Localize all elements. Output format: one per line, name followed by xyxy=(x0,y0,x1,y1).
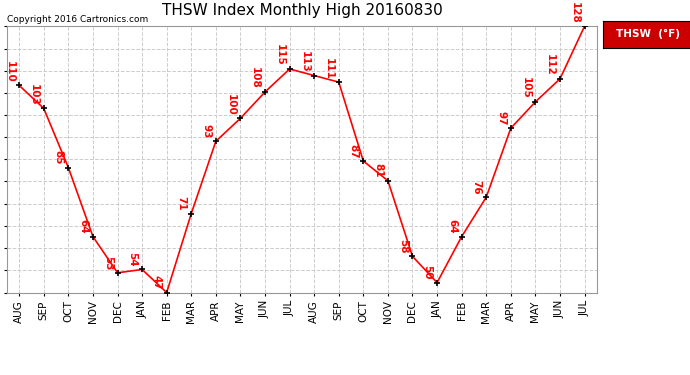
Text: 87: 87 xyxy=(348,144,359,158)
Text: 100: 100 xyxy=(226,94,236,116)
Text: 115: 115 xyxy=(275,45,285,66)
Text: 64: 64 xyxy=(78,219,88,234)
Text: 50: 50 xyxy=(422,266,433,280)
Text: 76: 76 xyxy=(471,180,482,194)
Text: 47: 47 xyxy=(152,275,162,290)
Text: 85: 85 xyxy=(54,150,63,165)
Text: 108: 108 xyxy=(250,68,260,89)
Text: 58: 58 xyxy=(397,239,408,254)
Text: 71: 71 xyxy=(177,196,186,211)
Text: Copyright 2016 Cartronics.com: Copyright 2016 Cartronics.com xyxy=(7,15,148,24)
Text: 97: 97 xyxy=(496,111,506,125)
Text: 93: 93 xyxy=(201,124,211,138)
Text: 103: 103 xyxy=(29,84,39,106)
Text: 110: 110 xyxy=(4,61,14,82)
Text: 64: 64 xyxy=(447,219,457,234)
Text: 111: 111 xyxy=(324,58,334,80)
Text: 81: 81 xyxy=(373,164,383,178)
Text: 128: 128 xyxy=(570,2,580,24)
Text: 53: 53 xyxy=(103,255,112,270)
Text: 105: 105 xyxy=(521,77,531,99)
Text: 113: 113 xyxy=(299,51,309,73)
Text: 54: 54 xyxy=(128,252,137,267)
Title: THSW Index Monthly High 20160830: THSW Index Monthly High 20160830 xyxy=(161,3,442,18)
Text: 112: 112 xyxy=(545,54,555,76)
